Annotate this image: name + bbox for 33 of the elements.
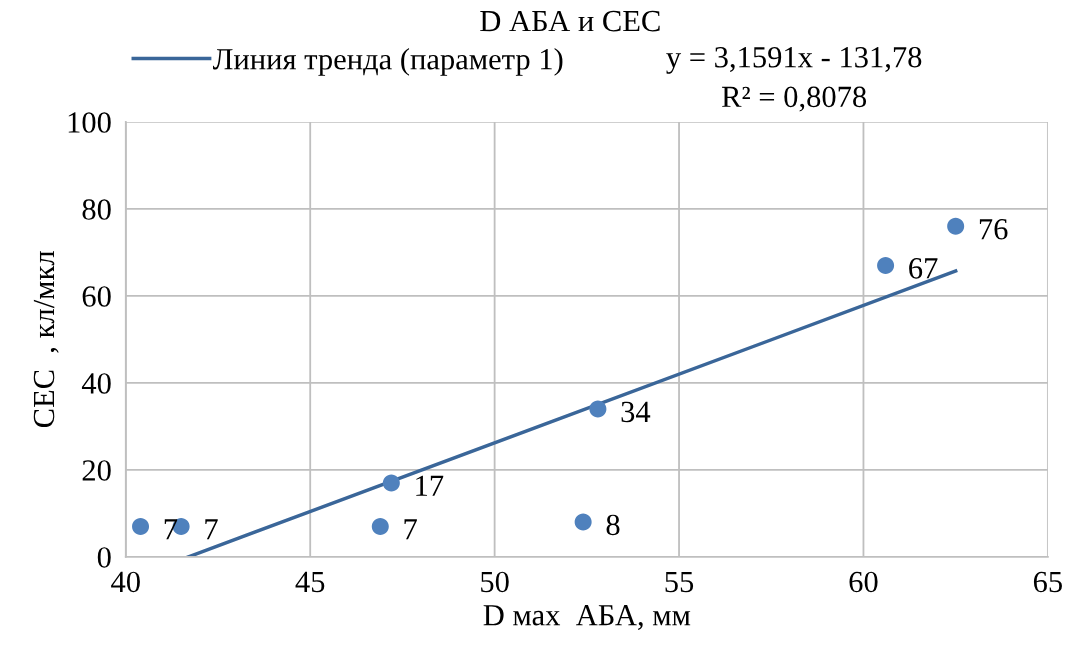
y-tick-label: 100 — [68, 112, 111, 133]
y-tick-label: 20 — [82, 460, 111, 481]
legend-label: Линия тренда (параметр 1) — [212, 48, 563, 76]
x-tick-label: 45 — [295, 571, 325, 593]
chart-title: D АБА и CEC — [480, 10, 660, 32]
data-label: 67 — [909, 258, 938, 279]
data-label: 8 — [606, 514, 620, 536]
data-label: 7 — [164, 519, 178, 540]
point — [132, 517, 150, 535]
y-tick-label: 60 — [82, 286, 111, 307]
y-tick-label: 0 — [97, 547, 111, 568]
x-axis-title: D мах АБА, мм — [483, 605, 691, 630]
point — [947, 217, 965, 235]
data-label: 7 — [205, 519, 218, 540]
y-axis-title: CEC , кл/мкл — [33, 251, 59, 428]
x-tick-label: 40 — [111, 571, 140, 593]
data-label: 76 — [979, 218, 1008, 240]
y-tick-label: 80 — [82, 199, 111, 220]
data-label: 17 — [416, 475, 444, 496]
x-tick-label: 65 — [1033, 571, 1062, 593]
point — [574, 513, 592, 531]
x-tick-label: 50 — [481, 571, 509, 593]
text: R² = 0,8078 — [722, 86, 867, 112]
point — [382, 474, 400, 492]
text: y = 3,1591x - 131,78 — [666, 46, 922, 74]
point — [589, 400, 607, 418]
point — [877, 256, 895, 274]
data-label: 34 — [621, 401, 651, 423]
x-tick-label: 60 — [849, 571, 878, 593]
x-tick-label: 55 — [665, 571, 694, 593]
y-tick-label: 40 — [81, 373, 111, 394]
data-label: 7 — [404, 519, 417, 540]
point — [371, 517, 389, 535]
